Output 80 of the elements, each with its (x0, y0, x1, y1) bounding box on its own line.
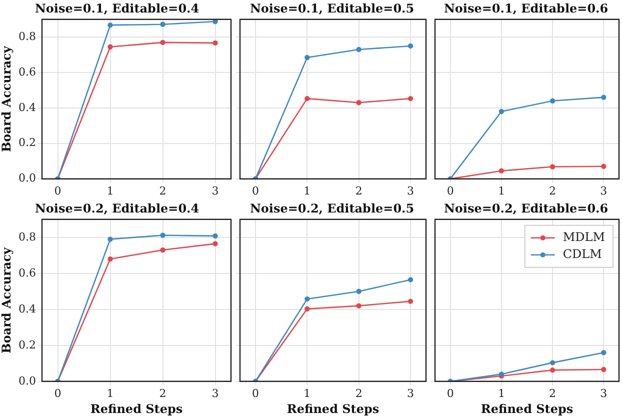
point (550, 164, 556, 170)
point (304, 96, 310, 102)
chart-title: Noise=0.2, Editable=0.5 (250, 201, 414, 216)
point (356, 288, 362, 294)
x-tick-label: 0 (446, 184, 454, 198)
x-axis-title: Refined Steps (286, 402, 380, 416)
point (550, 98, 556, 104)
x-tick-label: 1 (106, 386, 114, 400)
x-tick-label: 2 (159, 184, 166, 198)
point (108, 236, 113, 242)
y-tick-label: 0.2 (18, 136, 36, 150)
point (212, 241, 218, 246)
point (550, 367, 556, 373)
x-axis-title: Refined Steps (480, 402, 574, 416)
point (356, 303, 362, 308)
point (108, 22, 113, 28)
point (212, 40, 218, 46)
chart-title: Noise=0.1, Editable=0.6 (444, 1, 608, 16)
x-axis-title: Refined Steps (90, 402, 183, 416)
point (601, 350, 606, 356)
chart-title: Noise=0.2, Editable=0.4 (34, 201, 200, 216)
point (356, 46, 362, 52)
point (601, 164, 606, 169)
legend-label: MDLM (562, 230, 606, 244)
x-tick-label: 3 (212, 386, 219, 400)
y-axis-title: Board Accuracy (0, 246, 14, 354)
point (160, 232, 166, 238)
point (408, 96, 414, 102)
y-tick-label: 0.6 (18, 65, 36, 78)
point (408, 277, 414, 282)
point (601, 366, 606, 372)
x-tick-label: 0 (54, 386, 62, 400)
point (160, 247, 166, 253)
x-tick-label: 0 (252, 184, 259, 198)
x-tick-label: 1 (498, 386, 505, 400)
x-tick-label: 2 (549, 184, 556, 198)
x-tick-label: 2 (355, 184, 362, 198)
y-tick-label: 0.8 (18, 30, 36, 43)
x-tick-label: 2 (549, 386, 556, 400)
chart-title: Noise=0.1, Editable=0.4 (34, 1, 200, 16)
x-tick-label: 2 (355, 386, 362, 400)
chart-title: Noise=0.2, Editable=0.6 (444, 201, 608, 216)
point (356, 100, 362, 106)
x-tick-label: 3 (600, 386, 608, 400)
point (160, 22, 166, 27)
point (498, 108, 504, 114)
x-tick-label: 3 (212, 184, 219, 198)
y-tick-label: 0.2 (18, 338, 36, 352)
point (550, 360, 556, 366)
point (304, 54, 310, 60)
point (304, 306, 310, 312)
y-tick-label: 0.6 (18, 266, 36, 280)
legend-label: CDLM (562, 247, 602, 262)
y-axis-title: Board Accuracy (0, 45, 14, 152)
x-tick-label: 1 (304, 386, 311, 400)
point (408, 43, 414, 49)
y-tick-label: 0.4 (18, 302, 36, 316)
chart-title: Noise=0.1, Editable=0.5 (250, 1, 414, 16)
x-tick-label: 1 (498, 184, 505, 198)
point (108, 44, 113, 50)
point (498, 168, 504, 174)
x-tick-label: 3 (407, 386, 414, 400)
x-tick-label: 1 (304, 184, 311, 198)
point (108, 256, 113, 262)
x-tick-label: 0 (54, 184, 62, 198)
x-tick-label: 1 (106, 184, 114, 198)
x-tick-label: 3 (600, 184, 608, 198)
point (408, 298, 414, 304)
point (304, 296, 310, 302)
y-tick-label: 0.0 (18, 374, 36, 388)
point (601, 94, 606, 100)
point (160, 40, 166, 46)
point (212, 233, 218, 239)
x-tick-label: 3 (407, 184, 414, 198)
y-tick-label: 0.4 (18, 100, 36, 114)
y-tick-label: 0.0 (18, 172, 36, 185)
x-tick-label: 2 (159, 386, 166, 400)
x-tick-label: 0 (252, 386, 259, 400)
y-tick-label: 0.8 (18, 230, 36, 244)
x-tick-label: 0 (446, 386, 454, 400)
